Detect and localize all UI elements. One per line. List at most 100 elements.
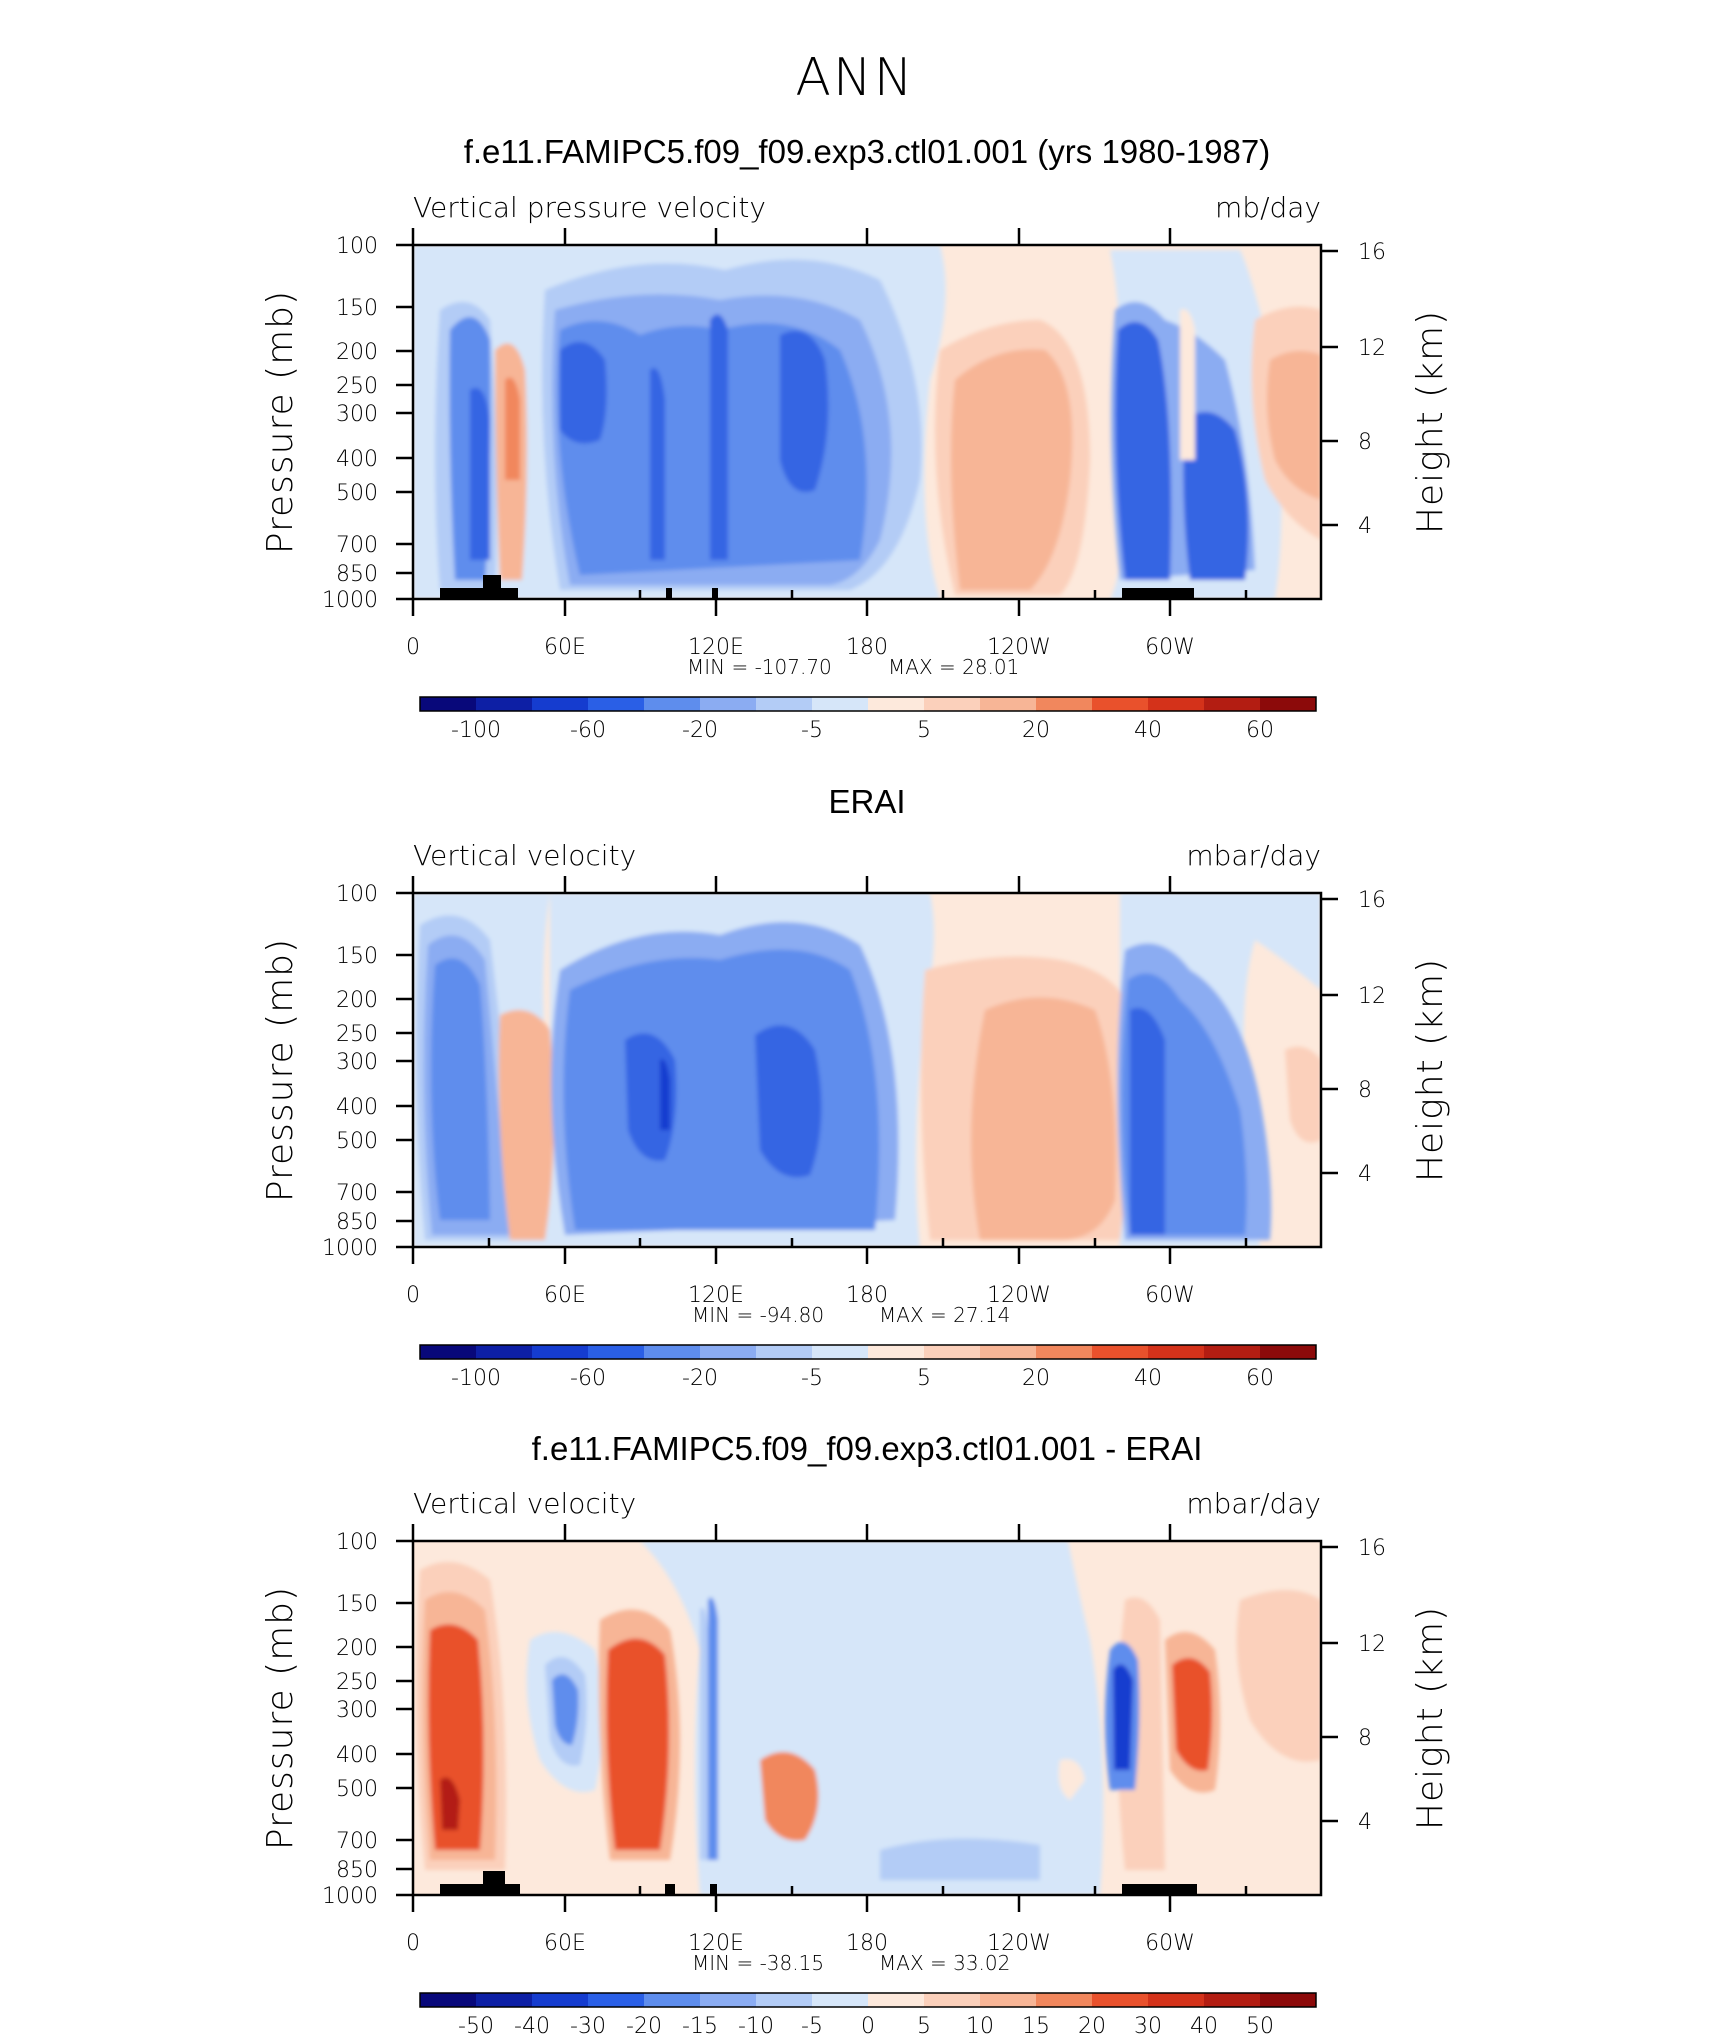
colorbar-label: 30 [1134, 2014, 1162, 2038]
height-tick-label: 16 [1358, 240, 1386, 265]
colorbar-label: -100 [451, 718, 501, 743]
y-right-tick-labels: 16 12 8 4 [1358, 240, 1386, 539]
colorbar-labels: -100 -60 -20 -5 5 20 40 60 [451, 1366, 1274, 1391]
panel-model: f.e11.FAMIPC5.f09_f09.exp3.ctl01.001 (yr… [260, 133, 1451, 743]
colorbar-label: 20 [1078, 2014, 1106, 2038]
x-tick-label: 60W [1145, 1283, 1195, 1308]
y-tick-label: 300 [336, 402, 378, 427]
y-tick-label: 850 [336, 562, 378, 587]
colorbar-label: 40 [1134, 718, 1162, 743]
y-tick-label: 500 [336, 1777, 378, 1802]
y-tick-label: 850 [336, 1858, 378, 1883]
x-tick-labels: 0 60E 120E 180 120W 60W [406, 635, 1195, 660]
colorbar [419, 696, 1317, 712]
y-right-tick-labels: 16 12 8 4 [1358, 1536, 1386, 1835]
panel-title: ERAI [828, 783, 905, 820]
units-label: mbar/day [1186, 839, 1321, 872]
colorbar-label: 60 [1246, 1366, 1274, 1391]
y-tick-label: 1000 [322, 1884, 378, 1909]
y-tick-label: 300 [336, 1698, 378, 1723]
height-tick-label: 16 [1358, 888, 1386, 913]
x-tick-label: 0 [406, 1931, 420, 1956]
y-tick-label: 250 [336, 1022, 378, 1047]
x-tick-label: 180 [846, 635, 888, 660]
units-label: mb/day [1215, 191, 1321, 224]
colorbar-label: 20 [1022, 1366, 1050, 1391]
height-tick-label: 12 [1358, 1632, 1386, 1657]
min-label: MIN = -38.15 [692, 1951, 824, 1975]
colorbar-label: 10 [966, 2014, 994, 2038]
colorbar-label: -5 [801, 2014, 823, 2038]
contour-field [413, 1541, 1321, 1895]
units-label: mbar/day [1186, 1487, 1321, 1520]
colorbar-label: -20 [626, 2014, 662, 2038]
x-tick-label: 180 [846, 1283, 888, 1308]
colorbar-label: 50 [1246, 2014, 1274, 2038]
y-tick-label: 250 [336, 1670, 378, 1695]
height-tick-label: 12 [1358, 984, 1386, 1009]
y-tick-label: 1000 [322, 588, 378, 613]
y-tick-label: 300 [336, 1050, 378, 1075]
y-tick-labels: 100 150 200 250 300 400 500 700 850 1000 [322, 1530, 378, 1909]
x-tick-label: 120E [688, 1931, 744, 1956]
contour-field [413, 245, 1321, 599]
variable-label: Vertical velocity [413, 839, 636, 872]
y-tick-label: 700 [336, 1829, 378, 1854]
min-label: MIN = -94.80 [692, 1303, 824, 1327]
variable-label: Vertical pressure velocity [413, 191, 766, 224]
x-tick-label: 0 [406, 1283, 420, 1308]
x-tick-label: 180 [846, 1931, 888, 1956]
max-label: MAX = 33.02 [879, 1951, 1010, 1975]
height-tick-label: 4 [1358, 514, 1372, 539]
colorbar-label: -60 [570, 718, 606, 743]
variable-label: Vertical velocity [413, 1487, 636, 1520]
y-right-tick-labels: 16 12 8 4 [1358, 888, 1386, 1187]
y-tick-label: 150 [336, 296, 378, 321]
colorbar-label: -60 [570, 1366, 606, 1391]
y-axis-label: Pressure (mb) [260, 1586, 301, 1850]
colorbar-label: -15 [682, 2014, 718, 2038]
panel-difference: f.e11.FAMIPC5.f09_f09.exp3.ctl01.001 - E… [260, 1430, 1451, 2038]
x-tick-label: 60W [1145, 635, 1195, 660]
max-label: MAX = 27.14 [879, 1303, 1010, 1327]
colorbar-label: 40 [1190, 2014, 1218, 2038]
colorbar-label: -20 [682, 1366, 718, 1391]
contour-field [413, 893, 1321, 1247]
y-tick-label: 100 [336, 1530, 378, 1555]
colorbar-label: -50 [458, 2014, 494, 2038]
x-tick-labels: 0 60E 120E 180 120W 60W [406, 1931, 1195, 1956]
height-tick-label: 16 [1358, 1536, 1386, 1561]
colorbar-labels: -100 -60 -20 -5 5 20 40 60 [451, 718, 1274, 743]
max-label: MAX = 28.01 [888, 655, 1019, 679]
colorbar-label: 5 [917, 2014, 931, 2038]
x-tick-label: 60E [544, 1283, 586, 1308]
colorbar-label: -30 [570, 2014, 606, 2038]
colorbar-labels: -50 -40 -30 -20 -15 -10 -5 0 5 10 15 20 … [458, 2014, 1274, 2038]
colorbar-label: 20 [1022, 718, 1050, 743]
y-axis-label: Pressure (mb) [260, 290, 301, 554]
panel-erai: ERAI Vertical velocity mbar/day [260, 783, 1451, 1391]
y-tick-label: 100 [336, 234, 378, 259]
colorbar-label: -20 [682, 718, 718, 743]
height-tick-label: 12 [1358, 336, 1386, 361]
colorbar-label: 60 [1246, 718, 1274, 743]
height-tick-label: 4 [1358, 1162, 1372, 1187]
y-tick-label: 100 [336, 882, 378, 907]
colorbar-label: 15 [1022, 2014, 1050, 2038]
y-tick-label: 400 [336, 447, 378, 472]
colorbar-label: -40 [514, 2014, 550, 2038]
colorbar-label: -10 [738, 2014, 774, 2038]
y-tick-label: 700 [336, 533, 378, 558]
y-tick-label: 400 [336, 1743, 378, 1768]
y-tick-label: 500 [336, 1129, 378, 1154]
panel-title: f.e11.FAMIPC5.f09_f09.exp3.ctl01.001 (yr… [464, 133, 1271, 170]
height-tick-label: 4 [1358, 1810, 1372, 1835]
x-tick-labels: 0 60E 120E 180 120W 60W [406, 1283, 1195, 1308]
colorbar-label: 40 [1134, 1366, 1162, 1391]
y-tick-label: 400 [336, 1095, 378, 1120]
colorbar-label: 5 [917, 718, 931, 743]
x-tick-label: 60W [1145, 1931, 1195, 1956]
height-tick-label: 8 [1358, 1078, 1372, 1103]
y-tick-labels: 100 150 200 250 300 400 500 700 850 1000 [322, 882, 378, 1261]
